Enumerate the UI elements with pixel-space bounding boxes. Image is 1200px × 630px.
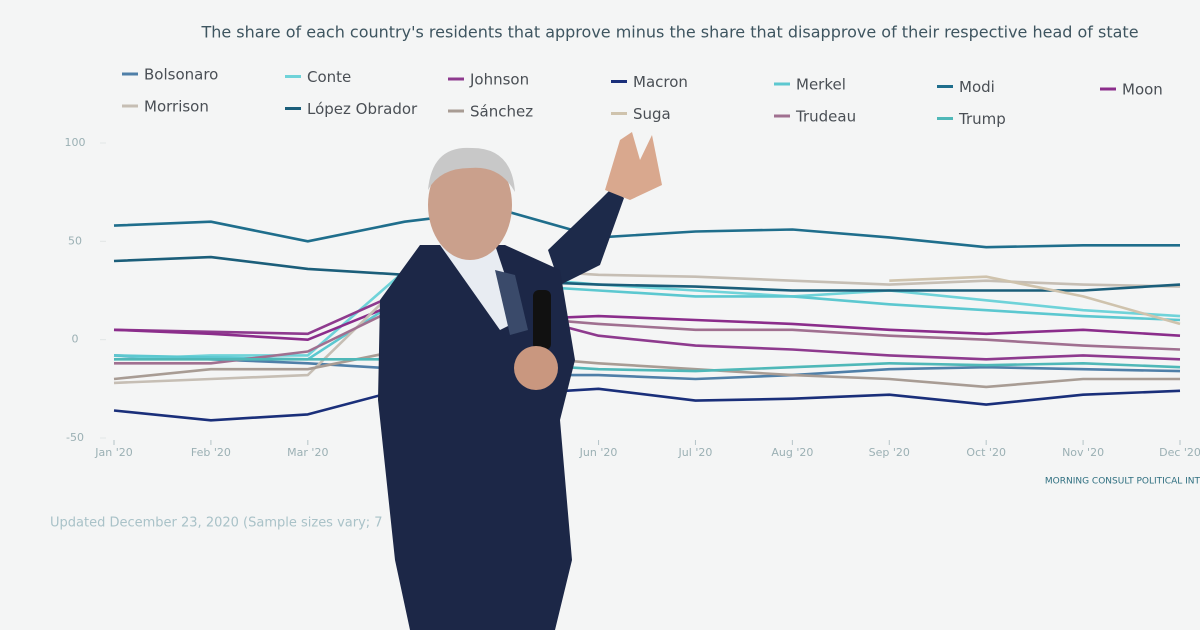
x-tick-label: Dec '20 [1159,446,1200,459]
hand [605,132,662,200]
hair [428,147,515,192]
series-line [113,354,1181,381]
y-tick-label: 100 [65,136,86,149]
series-line [889,275,1181,326]
suit [378,245,575,630]
legend-label: Johnson [469,71,529,89]
series-line [113,387,1181,422]
legend-label: López Obrador [307,100,418,118]
hand-left [514,346,558,390]
series-line [113,267,1181,385]
legend-label: Suga [633,105,671,123]
series-line [113,299,1181,341]
series-line [113,208,1180,249]
y-tick-label: 50 [68,234,82,247]
legend-label: Sánchez [470,103,533,121]
legend-label: Merkel [796,76,846,94]
legend-label: Morrison [144,98,209,116]
chart-title: The share of each country's residents th… [200,23,1138,42]
legend-label: Trudeau [795,108,856,126]
legend-label: Macron [633,73,688,91]
footnote: Updated December 23, 2020 (Sample sizes … [50,516,383,531]
legend-label: Moon [1122,81,1163,99]
x-tick-label: Jul '20 [678,446,713,459]
presenter [378,132,662,630]
series-line [113,348,1180,389]
legend-label: Trump [958,110,1006,128]
x-tick-label: Jun '20 [579,446,618,459]
head [428,150,512,260]
series-line [114,358,1181,373]
series-line [113,269,1181,361]
y-tick-label: 0 [72,333,79,346]
series-line [114,303,1181,365]
x-tick-label: Feb '20 [191,446,231,459]
x-tick-label: Mar '20 [287,446,328,459]
series-line [113,289,1181,361]
x-tick-label: Jan '20 [94,446,132,459]
x-tick-label: Aug '20 [771,446,813,459]
legend-label: Bolsonaro [144,66,218,84]
source: MORNING CONSULT POLITICAL INT [1045,477,1200,487]
x-tick-label: Nov '20 [1062,446,1104,459]
series-line [113,255,1181,292]
x-tick-label: Sep '20 [869,446,910,459]
y-tick-label: -50 [66,431,84,444]
tie [495,270,528,335]
raised-arm [548,188,624,285]
legend-label: Modi [959,78,995,96]
microphone [533,290,551,350]
x-tick-label: Oct '20 [966,446,1006,459]
shirt [440,245,520,330]
legend-label: Conte [307,68,351,86]
